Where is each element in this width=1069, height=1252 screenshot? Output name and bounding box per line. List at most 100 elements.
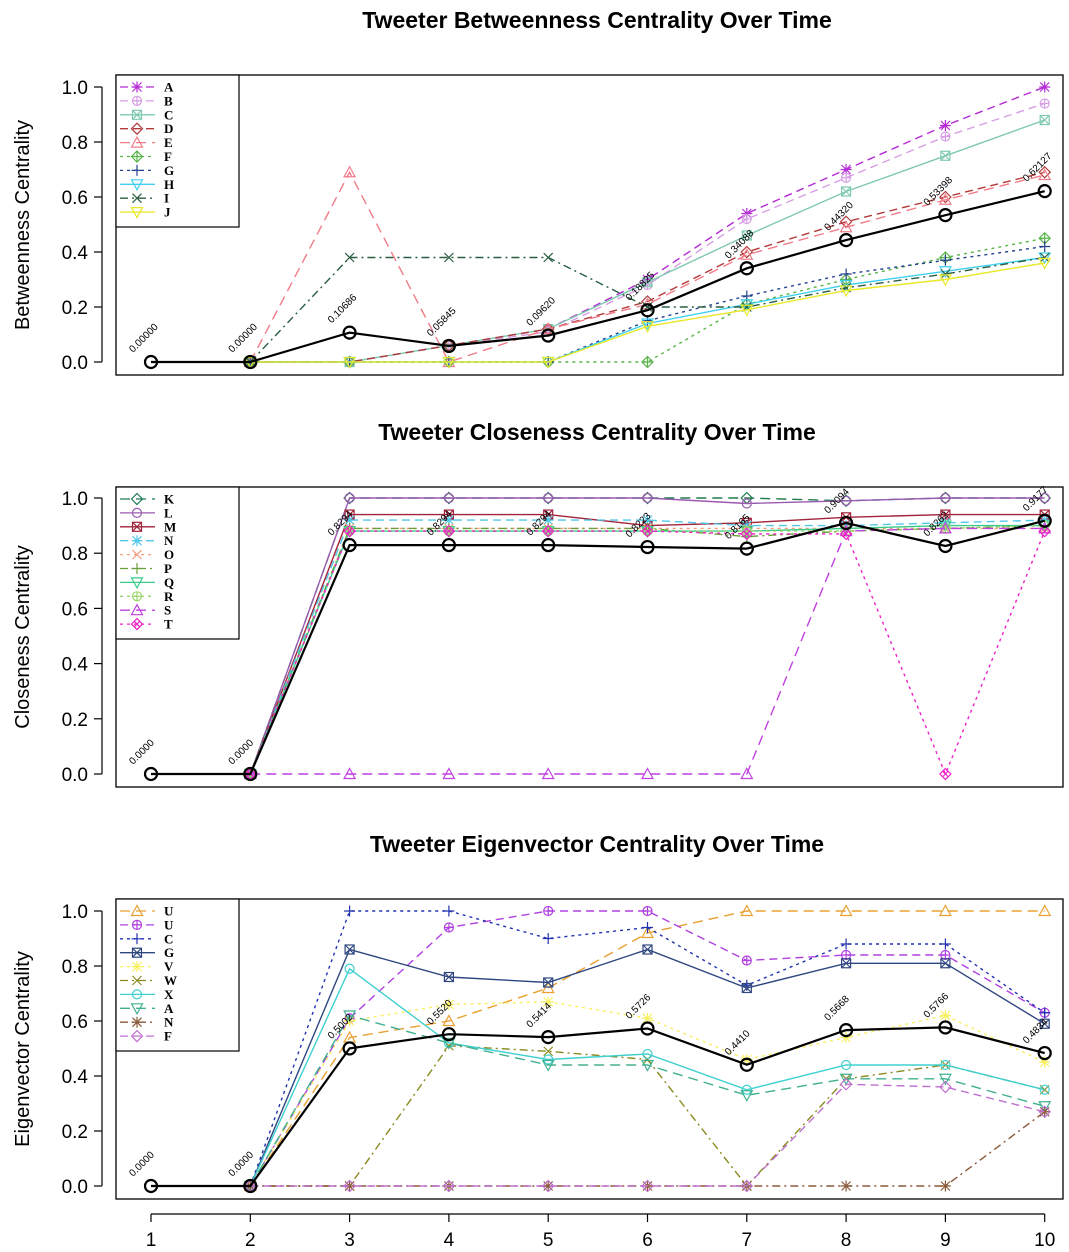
legend-label: G xyxy=(164,163,174,178)
y-axis: 0.0 0.2 0.4 0.6 0.8 1.0 xyxy=(62,489,103,786)
series-line-p xyxy=(249,524,1045,775)
series-line-u xyxy=(249,910,1046,1187)
average-line xyxy=(151,190,1045,364)
average-point xyxy=(143,354,159,370)
data-point xyxy=(740,304,754,317)
chart-title: Tweeter Eigenvector Centrality Over Time xyxy=(370,831,824,857)
y-tick-label: 0.8 xyxy=(62,133,88,154)
average-point xyxy=(342,537,357,553)
y-tick-label: 0.2 xyxy=(62,1122,88,1143)
series-line-w xyxy=(250,1045,1045,1188)
x-tick-label: 3 xyxy=(344,1230,355,1251)
legend-marker xyxy=(130,904,144,917)
legend-item: K xyxy=(120,492,175,507)
x-tick-label: 6 xyxy=(642,1230,653,1251)
value-label: 0.0000 xyxy=(227,737,257,767)
series-group xyxy=(143,491,1052,782)
data-point xyxy=(840,1059,852,1071)
legend-marker xyxy=(130,135,144,148)
legend-item: Q xyxy=(120,575,174,590)
data-point xyxy=(443,252,454,263)
x-axis: 1 2 3 4 5 6 7 8 9 10 xyxy=(146,1213,1055,1251)
legend-label: G xyxy=(164,945,174,960)
value-label: 0.0000 xyxy=(127,1149,157,1179)
series-line-c xyxy=(249,910,1046,1187)
data-point xyxy=(442,1179,456,1193)
legend-label: S xyxy=(164,603,171,618)
average-point xyxy=(1037,513,1052,528)
legend-label: J xyxy=(164,205,171,220)
data-point xyxy=(443,971,454,983)
legend-item: V xyxy=(120,959,174,974)
data-point xyxy=(741,520,753,532)
data-point xyxy=(541,1179,555,1193)
data-point xyxy=(839,220,853,233)
data-point xyxy=(741,213,752,225)
x-tick-label: 8 xyxy=(841,1230,852,1251)
x-tick-label: 5 xyxy=(543,1230,554,1251)
value-label: 0.5668 xyxy=(822,994,852,1024)
data-point xyxy=(1038,165,1052,179)
legend-marker xyxy=(130,207,144,219)
average-point xyxy=(342,1041,357,1056)
value-label: 0.10686 xyxy=(326,292,360,326)
data-point xyxy=(1038,168,1052,181)
series-line-u xyxy=(249,910,1045,1187)
data-point xyxy=(443,999,455,1010)
data-point xyxy=(839,285,853,298)
legend-item: G xyxy=(120,163,174,178)
value-label: 0.9177 xyxy=(1021,484,1051,514)
data-point xyxy=(1039,252,1050,263)
legend-marker xyxy=(132,193,142,204)
x-tick-label: 4 xyxy=(444,1230,455,1251)
average-point xyxy=(441,537,456,553)
legend-item: I xyxy=(120,191,169,206)
legend-item: X xyxy=(120,987,174,1002)
y-tick-label: 0.8 xyxy=(62,544,88,565)
legend-item: P xyxy=(120,561,172,576)
data-point xyxy=(344,963,355,974)
data-point xyxy=(940,150,951,161)
data-point xyxy=(840,495,852,506)
data-point xyxy=(542,933,554,944)
value-label: 0.0000 xyxy=(227,1149,257,1179)
data-point xyxy=(840,1032,852,1043)
y-axis: 0.0 0.2 0.4 0.6 0.8 1.0 xyxy=(62,78,103,374)
chart-title: Tweeter Closeness Centrality Over Time xyxy=(378,419,816,445)
series-line-e xyxy=(249,170,1045,363)
legend-item: F xyxy=(120,149,172,164)
legend-item: N xyxy=(120,533,174,548)
data-point xyxy=(641,1179,654,1193)
value-label: 0.00000 xyxy=(227,321,261,355)
y-tick-label: 1.0 xyxy=(62,902,88,923)
y-axis-label: Closeness Centrality xyxy=(12,545,34,728)
legend-label: Q xyxy=(164,575,174,590)
y-tick-label: 0.6 xyxy=(62,1012,88,1033)
data-point xyxy=(642,514,653,526)
legend-item: H xyxy=(120,177,174,192)
legend-item: M xyxy=(120,519,176,534)
data-point xyxy=(541,1059,555,1072)
average-point xyxy=(938,1020,953,1035)
data-point xyxy=(1039,1007,1051,1019)
legend-item: J xyxy=(120,205,171,220)
data-point xyxy=(939,1010,951,1021)
average-point xyxy=(739,261,754,276)
data-point xyxy=(541,322,555,335)
legend-item: U xyxy=(120,904,174,919)
data-point xyxy=(1039,98,1050,109)
legend-label: U xyxy=(164,917,174,932)
data-point xyxy=(940,1059,951,1071)
data-point xyxy=(642,1054,653,1065)
legend-label: C xyxy=(164,931,173,946)
legend-label: T xyxy=(164,617,173,632)
data-point xyxy=(840,186,852,197)
data-point xyxy=(740,904,754,917)
average-point xyxy=(342,325,357,340)
legend-marker xyxy=(131,919,143,931)
legend-label: I xyxy=(164,191,169,206)
data-point xyxy=(741,498,752,509)
x-tick-label: 10 xyxy=(1034,1230,1055,1251)
legend-marker xyxy=(131,933,143,945)
